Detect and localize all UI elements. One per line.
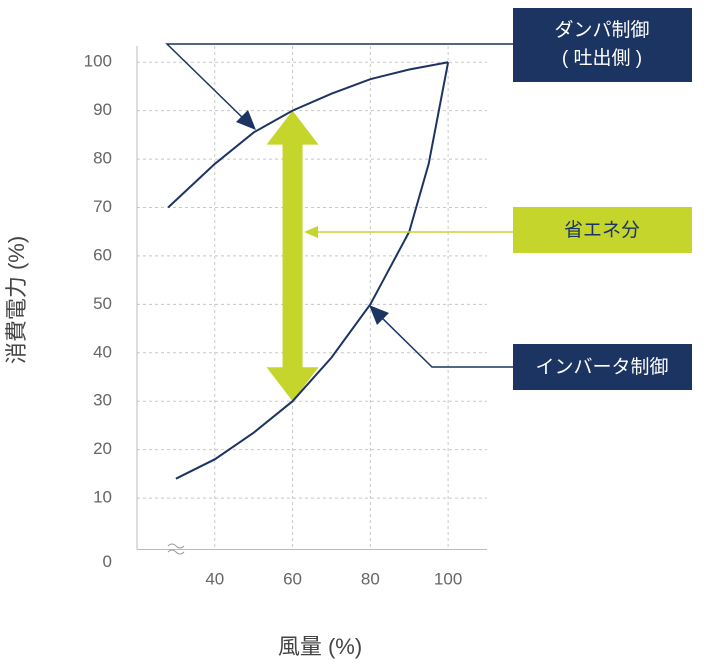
x-tick-label: 40 xyxy=(205,569,224,588)
legend-box xyxy=(513,344,692,390)
annotation-box xyxy=(513,207,692,253)
y-tick-label: 20 xyxy=(93,439,112,458)
y-tick-label: 50 xyxy=(93,294,112,313)
y-tick-label: 80 xyxy=(93,149,112,168)
callout-arrowhead xyxy=(236,110,256,130)
callout-arrowhead xyxy=(304,226,318,238)
x-axis-title: 風量 (%) xyxy=(278,634,362,659)
y-tick-label: 90 xyxy=(93,100,112,119)
axis-break xyxy=(167,543,185,555)
legend-sublabel: ( 吐出側 ) xyxy=(562,47,642,69)
callout-arrowhead xyxy=(369,305,389,325)
y-tick-label: 100 xyxy=(84,52,112,71)
legend-label: インバータ制御 xyxy=(535,356,668,378)
y-tick-label: 70 xyxy=(93,197,112,216)
x-tick-label: 80 xyxy=(361,569,380,588)
x-tick-label: 100 xyxy=(434,569,462,588)
x-tick-label: 60 xyxy=(283,569,302,588)
legend-box xyxy=(513,8,692,82)
y-tick-label: 10 xyxy=(93,488,112,507)
savings-arrow xyxy=(266,110,319,402)
callout-line xyxy=(376,312,513,368)
y-tick-label: 0 xyxy=(103,552,112,571)
y-axis-title: 消費電力 (%) xyxy=(4,236,29,364)
line-series xyxy=(167,61,449,209)
legend-label: ダンパ制御 xyxy=(554,19,649,41)
y-tick-label: 40 xyxy=(93,342,112,361)
y-tick-label: 30 xyxy=(93,391,112,410)
callout-line xyxy=(165,43,513,123)
line-series xyxy=(175,62,450,480)
annotation-label: 省エネ分 xyxy=(564,219,640,241)
y-tick-label: 60 xyxy=(93,245,112,264)
